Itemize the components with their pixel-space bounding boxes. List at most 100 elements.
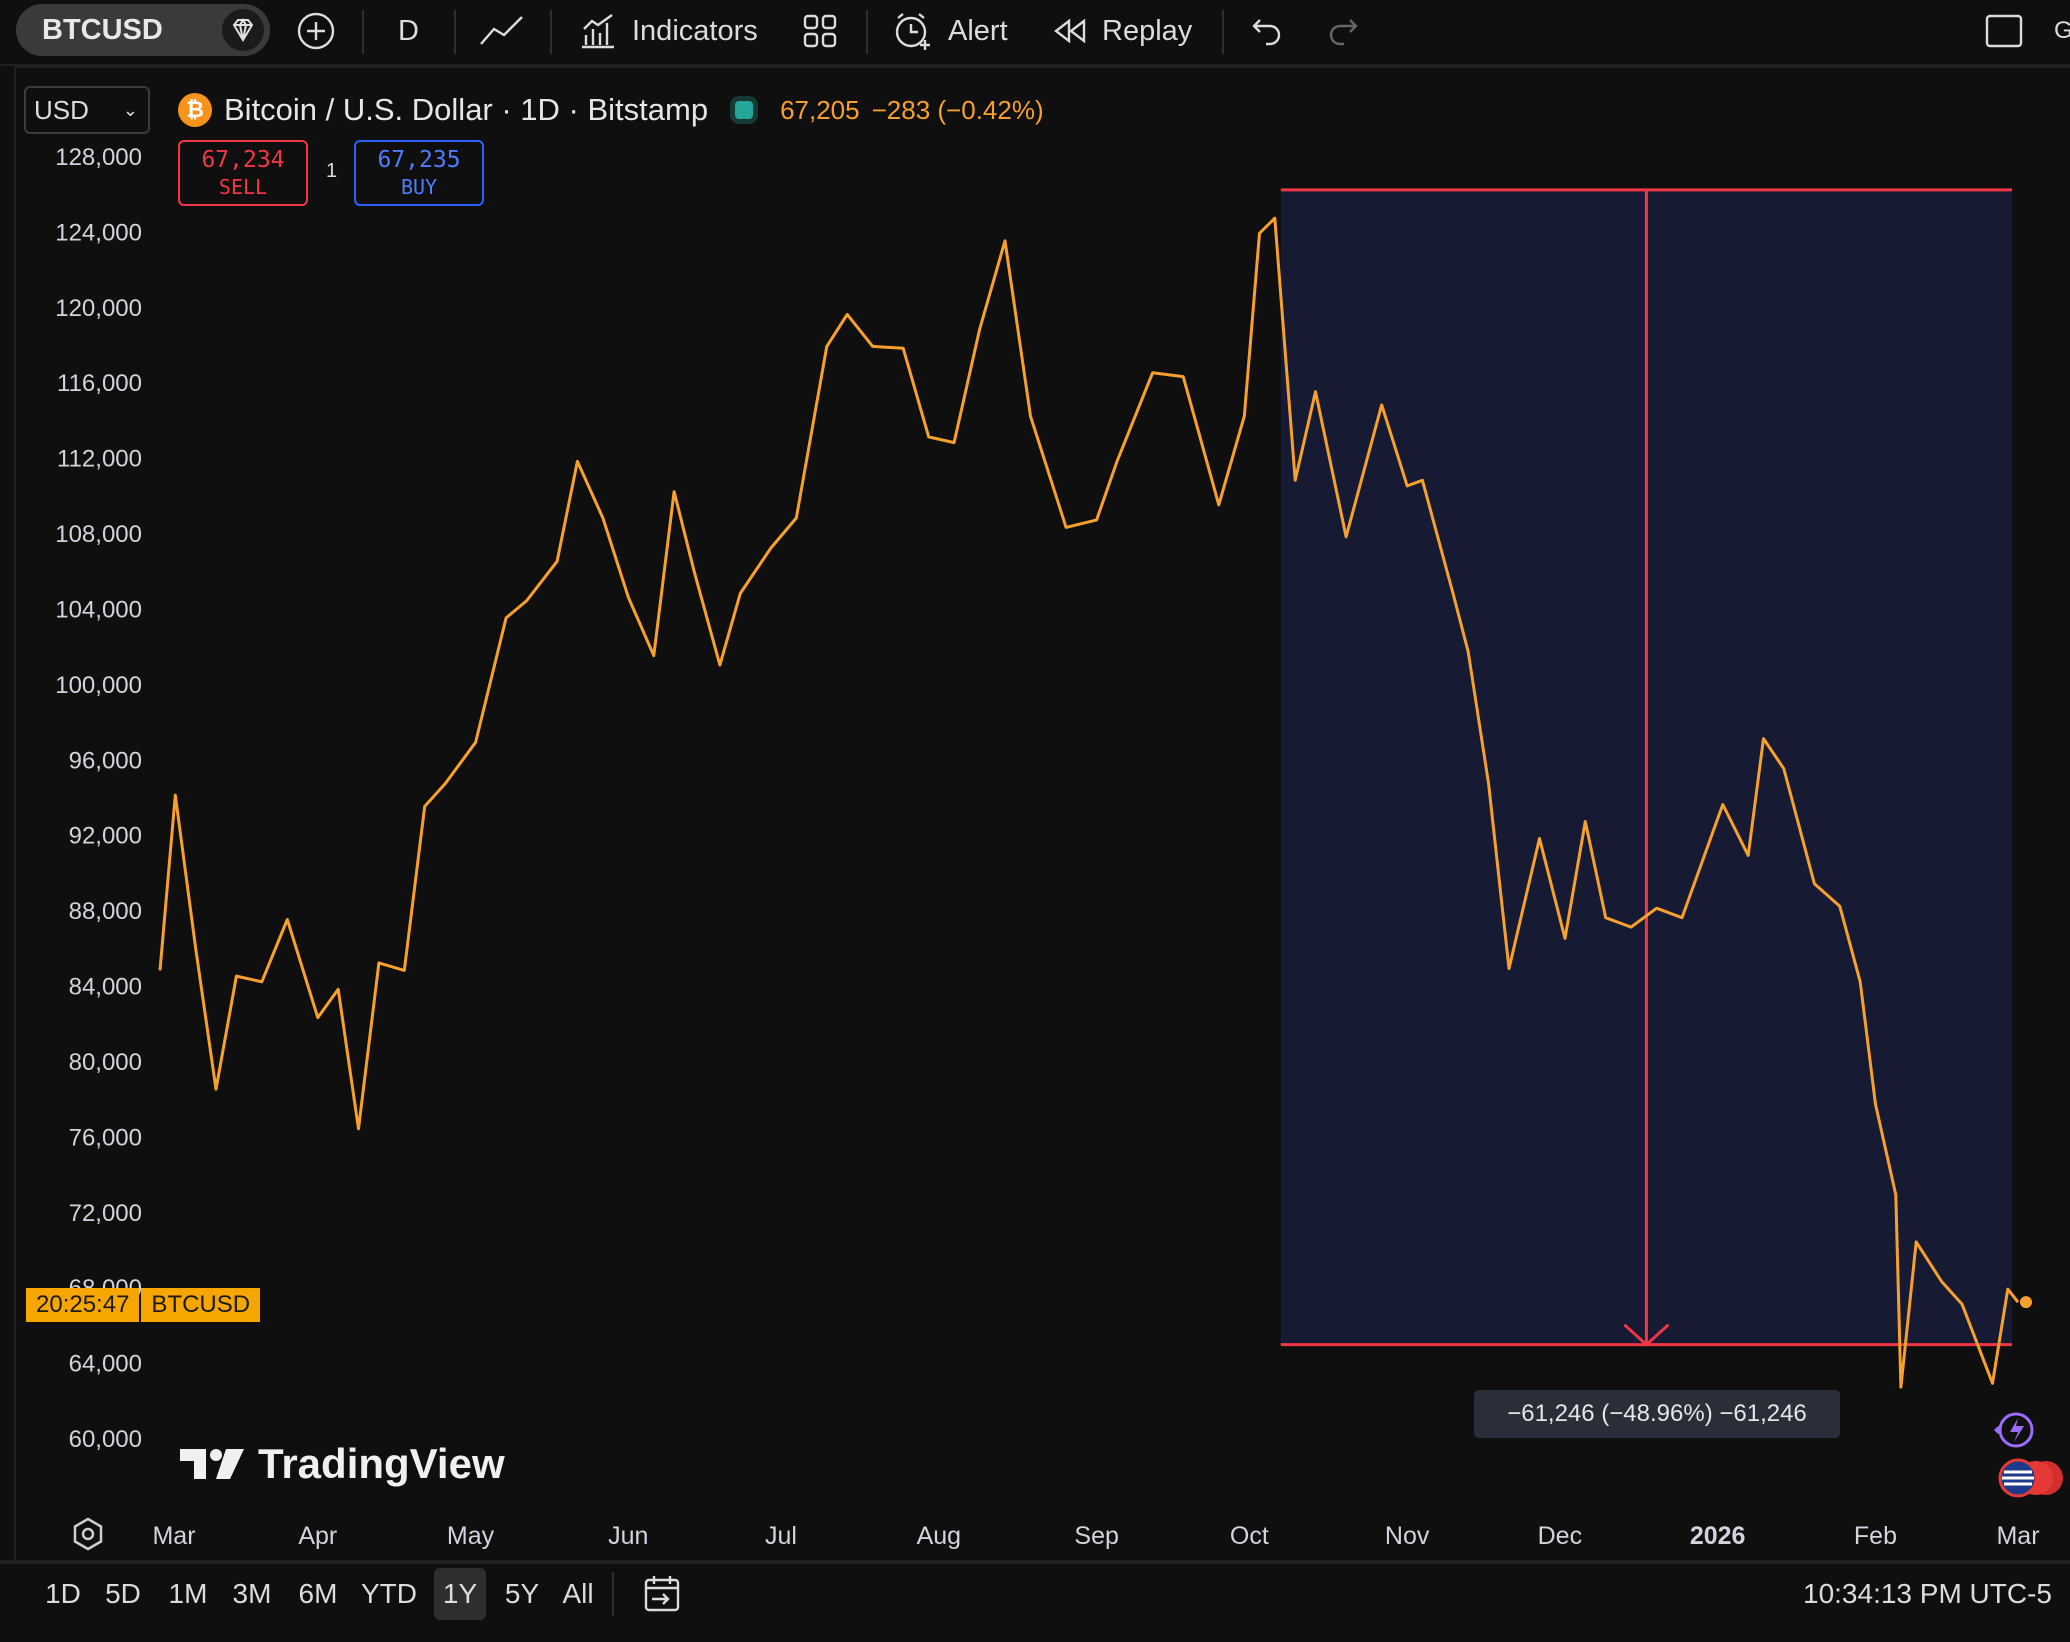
diamond-icon[interactable] (222, 9, 264, 51)
sell-button[interactable]: 67,234 SELL (178, 140, 308, 206)
price-scale-label: 20:25:47 BTCUSD (26, 1288, 261, 1322)
go-to-date-calendar-icon[interactable] (640, 1572, 684, 1621)
toolbar-divider (362, 10, 364, 54)
price-tick-label: 60,000 (69, 1426, 142, 1453)
redo-icon[interactable] (1326, 0, 1360, 62)
price-tick-label: 108,000 (55, 521, 142, 548)
alert-button[interactable]: Alert (892, 0, 1008, 62)
top-toolbar: BTCUSD D Indicators Alert Replay G (0, 0, 2070, 68)
price-tick-label: 104,000 (55, 596, 142, 623)
spread-value: 1 (326, 160, 338, 182)
buy-button[interactable]: 67,235 BUY (354, 140, 484, 206)
range-button-1d[interactable]: 1D (45, 1578, 81, 1609)
legend-last-price: 67,205 (780, 94, 860, 125)
sell-price: 67,234 (201, 147, 285, 173)
time-tick-label: May (447, 1522, 495, 1550)
price-tick-label: 96,000 (69, 747, 142, 774)
add-symbol-icon[interactable] (296, 0, 338, 62)
time-tick-label: Apr (298, 1522, 337, 1550)
currency-value: USD (34, 94, 89, 125)
time-tick-label: Mar (152, 1522, 195, 1550)
measure-tool[interactable] (1280, 188, 2012, 1347)
price-chart[interactable]: 128,000 124,000 120,000 116,000 112,000 108,0… (0, 0, 2070, 1560)
symbol-label: BTCUSD (42, 13, 163, 46)
range-button-5d[interactable]: 5D (105, 1578, 141, 1609)
indicators-icon (582, 14, 614, 49)
price-tick-label: 116,000 (57, 370, 142, 397)
last-price-dot (2020, 1296, 2032, 1309)
range-button-3m[interactable]: 3M (232, 1578, 272, 1609)
toolbar-divider (1222, 10, 1224, 54)
left-drawing-panel-edge (0, 66, 16, 1560)
bottom-toolbar (0, 1560, 2070, 1642)
bar-countdown: 20:25:47 (26, 1288, 140, 1322)
measure-result-label: −61,246 (−48.96%) −61,246 (1474, 1390, 1840, 1438)
ai-assistant-icon[interactable] (1990, 1408, 2036, 1459)
price-tick-label: 80,000 (69, 1049, 142, 1076)
price-tick-label: 64,000 (69, 1351, 142, 1378)
undo-icon[interactable] (1250, 0, 1284, 62)
alarm-clock-icon (895, 13, 930, 50)
time-tick-label: Jun (608, 1522, 648, 1550)
range-button-6m[interactable]: 6M (298, 1578, 338, 1609)
indicators-label: Indicators (632, 14, 758, 47)
price-tick-label: 72,000 (69, 1200, 142, 1227)
symbol-search-button[interactable]: BTCUSD (16, 4, 270, 56)
tradingview-watermark: TradingView (180, 1440, 505, 1488)
time-tick-label: Jul (765, 1522, 797, 1550)
price-line-series (158, 216, 2020, 1389)
chevron-down-icon: ⌄ (122, 99, 138, 120)
price-tick-label: 128,000 (55, 144, 142, 171)
price-tick-label: 88,000 (69, 898, 142, 925)
time-tick-label: Aug (917, 1522, 961, 1550)
buy-label: BUY (400, 175, 438, 199)
range-button-ytd[interactable]: YTD (361, 1578, 417, 1609)
tradingview-logo-icon (180, 1449, 244, 1479)
time-tick-label: Oct (1230, 1522, 1269, 1550)
price-tick-label: 112,000 (57, 446, 142, 473)
buy-price: 67,235 (377, 147, 461, 173)
price-tick-label: 84,000 (69, 974, 142, 1001)
fullscreen-icon[interactable] (1984, 0, 2024, 62)
legend-change: −283 (−0.42%) (871, 94, 1044, 125)
replay-label: Replay (1102, 14, 1193, 47)
range-button-1y[interactable]: 1Y (434, 1568, 486, 1620)
sell-label: SELL (218, 175, 268, 199)
timezone-clock[interactable]: 10:34:13 PM UTC-5 (1803, 1578, 2052, 1609)
price-scale-symbol: BTCUSD (141, 1288, 261, 1322)
toolbar-edge-text: G (2054, 17, 2070, 44)
economic-calendar-flags-icon[interactable] (1996, 1456, 2066, 1505)
chart-settings-gear-icon[interactable] (70, 1516, 106, 1557)
line-chart-type-icon[interactable] (478, 0, 528, 62)
toolbar-divider (866, 10, 868, 54)
time-tick-label: 2026 (1690, 1522, 1746, 1550)
currency-select[interactable]: USD ⌄ (24, 86, 150, 134)
range-button-5y[interactable]: 5Y (504, 1578, 540, 1609)
time-tick-label: Nov (1385, 1522, 1430, 1550)
range-button-1m[interactable]: 1M (168, 1578, 208, 1609)
time-axis[interactable]: Mar Apr May Jun Jul Aug Sep Oct Nov Dec 2026 Feb Mar (152, 1522, 2039, 1550)
time-tick-label: Dec (1538, 1522, 1582, 1550)
indicators-button[interactable]: Indicators (578, 0, 758, 62)
price-tick-label: 100,000 (55, 672, 142, 699)
price-tick-label: 76,000 (69, 1124, 142, 1151)
price-tick-label: 120,000 (55, 295, 142, 322)
replay-button[interactable]: Replay (1052, 0, 1192, 62)
toolbar-divider (550, 10, 552, 54)
price-axis[interactable]: 128,000 124,000 120,000 116,000 112,000 108,0… (55, 144, 142, 1453)
market-open-status-icon (730, 96, 759, 124)
toolbar-divider (454, 10, 456, 54)
legend-title[interactable]: Bitcoin / U.S. Dollar · 1D · Bitstamp (224, 92, 709, 127)
rewind-icon (1054, 18, 1086, 44)
layout-grid-icon[interactable] (800, 0, 840, 62)
interval-button[interactable]: D (398, 14, 419, 47)
measure-arrow-head (1623, 1323, 1670, 1347)
time-tick-label: Feb (1854, 1522, 1897, 1550)
chart-legend: ₿ Bitcoin / U.S. Dollar · 1D · Bitstamp … (178, 86, 1044, 134)
watermark-text: TradingView (258, 1440, 505, 1487)
time-tick-label: Mar (1996, 1522, 2039, 1550)
price-tick-label: 124,000 (55, 219, 142, 246)
range-button-all[interactable]: All (562, 1578, 594, 1609)
price-tick-label: 92,000 (69, 823, 142, 850)
time-tick-label: Sep (1074, 1522, 1118, 1550)
